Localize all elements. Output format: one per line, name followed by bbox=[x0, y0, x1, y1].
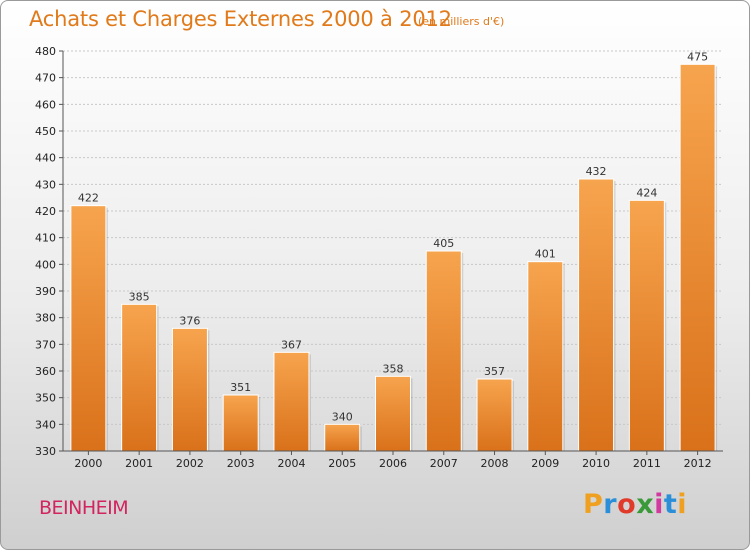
logo-letter: i bbox=[677, 489, 688, 520]
x-tick-label: 2010 bbox=[582, 457, 610, 470]
bar-2003 bbox=[222, 394, 259, 452]
value-label: 340 bbox=[332, 410, 353, 423]
x-tick-label: 2006 bbox=[379, 457, 407, 470]
bar-2010 bbox=[578, 178, 615, 452]
bar-2006 bbox=[375, 375, 411, 452]
x-tick-label: 2012 bbox=[684, 457, 712, 470]
y-tick-label: 400 bbox=[35, 258, 56, 271]
y-tick-label: 420 bbox=[35, 205, 56, 218]
bar-2007 bbox=[425, 250, 462, 452]
value-label: 358 bbox=[383, 362, 404, 375]
value-label: 422 bbox=[78, 192, 99, 205]
y-tick-label: 350 bbox=[35, 392, 56, 405]
value-label: 405 bbox=[433, 237, 454, 250]
x-tick-label: 2004 bbox=[277, 457, 305, 470]
logo-letter: x bbox=[636, 489, 655, 520]
value-label: 367 bbox=[281, 338, 302, 351]
proxiti-logo: Proxiti bbox=[583, 489, 687, 520]
value-label: 475 bbox=[687, 50, 708, 63]
y-tick-label: 450 bbox=[35, 125, 56, 138]
value-label: 432 bbox=[586, 165, 607, 178]
x-tick-label: 2000 bbox=[74, 457, 102, 470]
bar-2011 bbox=[628, 199, 665, 452]
y-tick-label: 340 bbox=[35, 418, 56, 431]
x-tick-label: 2005 bbox=[328, 457, 356, 470]
value-label: 385 bbox=[129, 290, 150, 303]
bar-2005 bbox=[324, 423, 361, 452]
x-tick-label: 2001 bbox=[125, 457, 153, 470]
value-label: 357 bbox=[484, 365, 505, 378]
bar-2008 bbox=[476, 378, 513, 452]
x-tick-label: 2003 bbox=[227, 457, 255, 470]
value-label: 376 bbox=[179, 314, 200, 327]
x-tick-label: 2008 bbox=[481, 457, 509, 470]
value-label: 424 bbox=[636, 186, 657, 199]
x-tick-label: 2009 bbox=[531, 457, 559, 470]
logo-letter: r bbox=[603, 489, 618, 520]
y-tick-label: 330 bbox=[35, 445, 56, 458]
bar-2000 bbox=[70, 205, 107, 452]
x-tick-label: 2007 bbox=[430, 457, 458, 470]
x-tick-label: 2011 bbox=[633, 457, 661, 470]
y-tick-label: 380 bbox=[35, 312, 56, 325]
y-tick-label: 470 bbox=[35, 72, 56, 85]
bar-2002 bbox=[171, 327, 208, 452]
chart-title: Achats et Charges Externes 2000 à 2012 bbox=[29, 7, 452, 31]
y-tick-label: 360 bbox=[35, 365, 56, 378]
x-axis: 2000 2001 2002 2003 2004 2005 2006 2007 2008 2009… bbox=[63, 450, 723, 470]
bar-2009 bbox=[527, 261, 564, 452]
bars: 422 385 376 351 367 340 358 405 357 401 432 424 475 bbox=[70, 50, 718, 452]
y-tick-label: 370 bbox=[35, 338, 56, 351]
x-tick-label: 2002 bbox=[176, 457, 204, 470]
value-label: 351 bbox=[230, 381, 251, 394]
y-tick-label: 430 bbox=[35, 178, 56, 191]
y-axis: 330 340 350 360 370 380 390 400 410 420 430 440 450 4… bbox=[35, 45, 64, 458]
y-tick-label: 480 bbox=[35, 45, 56, 58]
logo-letter: o bbox=[617, 489, 637, 520]
logo-letter: t bbox=[663, 489, 678, 520]
location-label: BEINHEIM bbox=[39, 497, 129, 519]
y-tick-label: 410 bbox=[35, 232, 56, 245]
chart-subtitle: (en milliers d'€) bbox=[418, 15, 505, 28]
logo-letter: P bbox=[583, 489, 604, 520]
logo-letter: i bbox=[654, 489, 664, 520]
value-label: 401 bbox=[535, 248, 556, 261]
y-tick-label: 460 bbox=[35, 98, 56, 111]
y-tick-label: 390 bbox=[35, 285, 56, 298]
bar-2004 bbox=[273, 351, 310, 452]
bar-2001 bbox=[121, 303, 158, 452]
bar-2012 bbox=[679, 63, 716, 452]
y-tick-label: 440 bbox=[35, 152, 56, 165]
